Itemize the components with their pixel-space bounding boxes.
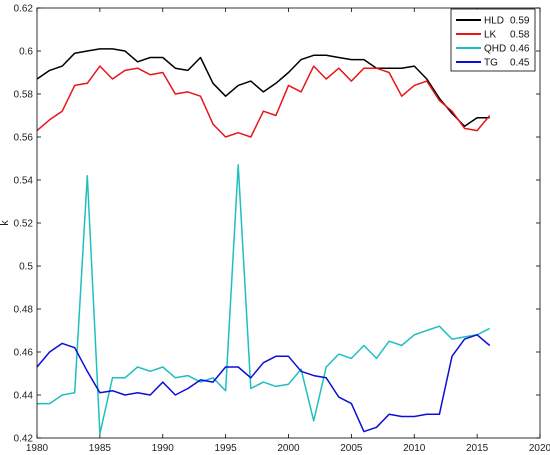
legend: HLD 0.59 LK 0.58 QHD 0.46 TG 0.45 xyxy=(450,8,536,72)
series-line-qhd xyxy=(37,164,491,435)
x-tick-label: 1995 xyxy=(215,443,238,454)
x-tick-label: 1985 xyxy=(89,443,112,454)
legend-value-qhd: 0.46 xyxy=(510,44,530,55)
axis-ticks xyxy=(36,7,541,439)
y-tick-label: 0.58 xyxy=(14,90,34,101)
y-tick-label: 0.62 xyxy=(14,4,34,15)
legend-value-hld: 0.59 xyxy=(510,16,530,27)
y-tick-label: 0.42 xyxy=(14,434,34,445)
series-line-hld xyxy=(36,48,490,128)
y-tick-label: 0.46 xyxy=(14,348,34,359)
series-line-lk xyxy=(36,65,491,138)
y-tick-label: 0.54 xyxy=(14,176,34,187)
y-tick-label: 0.5 xyxy=(19,262,33,273)
axis-tick-labels: 1980 1985 1990 1995 2000 2005 2010 2015 2020 0.42… xyxy=(14,4,550,455)
series-line-tg xyxy=(36,334,491,433)
legend-label-qhd: QHD xyxy=(484,44,506,55)
legend-value-tg: 0.45 xyxy=(510,58,530,69)
y-axis-title: k xyxy=(0,220,11,226)
y-tick-label: 0.44 xyxy=(14,391,34,402)
x-tick-label: 2020 xyxy=(529,443,550,454)
x-tick-label: 2005 xyxy=(340,443,363,454)
series-layer xyxy=(36,48,491,435)
y-tick-label: 0.6 xyxy=(19,47,33,58)
legend-label-lk: LK xyxy=(484,30,497,41)
x-tick-label: 2015 xyxy=(466,443,489,454)
legend-label-hld: HLD xyxy=(484,16,504,27)
y-tick-label: 0.52 xyxy=(14,219,34,230)
y-tick-label: 0.48 xyxy=(14,305,34,316)
x-tick-label: 2010 xyxy=(403,443,426,454)
legend-label-tg: TG xyxy=(484,58,498,69)
legend-value-lk: 0.58 xyxy=(510,30,530,41)
x-tick-label: 2000 xyxy=(277,443,300,454)
y-tick-label: 0.56 xyxy=(14,133,34,144)
x-tick-label: 1990 xyxy=(152,443,175,454)
x-tick-label: 1980 xyxy=(26,443,49,454)
